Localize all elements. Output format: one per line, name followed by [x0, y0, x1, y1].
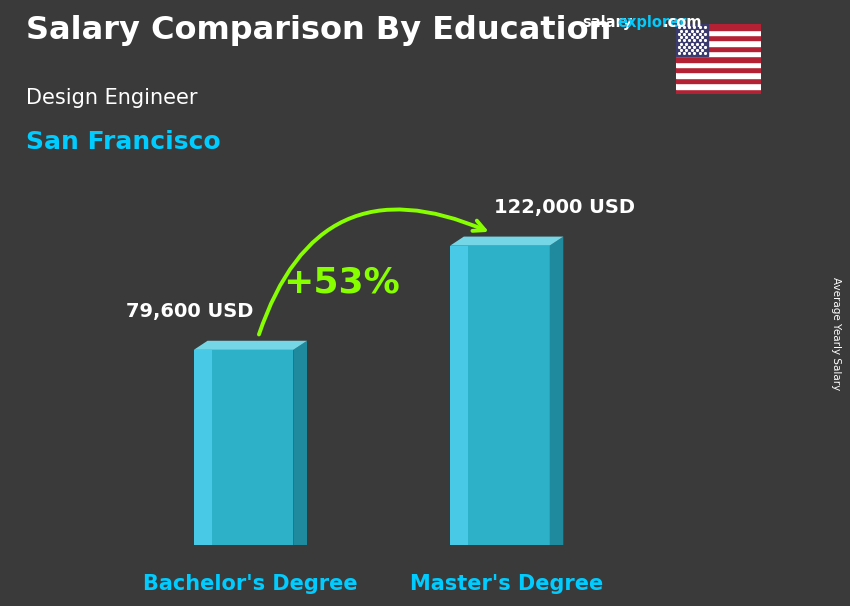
- Text: .com: .com: [662, 15, 701, 30]
- Text: Design Engineer: Design Engineer: [26, 88, 197, 108]
- Bar: [676, 73, 761, 78]
- Bar: [676, 88, 761, 94]
- Polygon shape: [450, 236, 564, 245]
- Text: Master's Degree: Master's Degree: [410, 574, 604, 594]
- Bar: [676, 30, 761, 35]
- Polygon shape: [194, 341, 307, 350]
- Polygon shape: [293, 341, 307, 545]
- Polygon shape: [194, 350, 293, 545]
- Bar: [676, 56, 761, 62]
- Polygon shape: [450, 245, 468, 545]
- Text: Salary Comparison By Education: Salary Comparison By Education: [26, 15, 611, 46]
- Bar: [676, 41, 761, 45]
- Text: San Francisco: San Francisco: [26, 130, 220, 155]
- Bar: [676, 24, 761, 30]
- Text: +53%: +53%: [283, 265, 400, 299]
- Bar: [676, 62, 761, 67]
- Bar: [676, 67, 761, 73]
- Bar: [676, 24, 708, 56]
- Text: salary: salary: [582, 15, 632, 30]
- Bar: [676, 78, 761, 83]
- Bar: [676, 51, 761, 56]
- Text: explorer: explorer: [617, 15, 687, 30]
- Text: 122,000 USD: 122,000 USD: [495, 198, 635, 216]
- Bar: [676, 83, 761, 88]
- Bar: [676, 35, 761, 41]
- Text: Bachelor's Degree: Bachelor's Degree: [143, 574, 358, 594]
- Bar: [676, 45, 761, 51]
- Polygon shape: [549, 236, 564, 545]
- Text: Average Yearly Salary: Average Yearly Salary: [830, 277, 841, 390]
- Polygon shape: [194, 350, 212, 545]
- Text: 79,600 USD: 79,600 USD: [127, 302, 253, 321]
- Polygon shape: [450, 245, 549, 545]
